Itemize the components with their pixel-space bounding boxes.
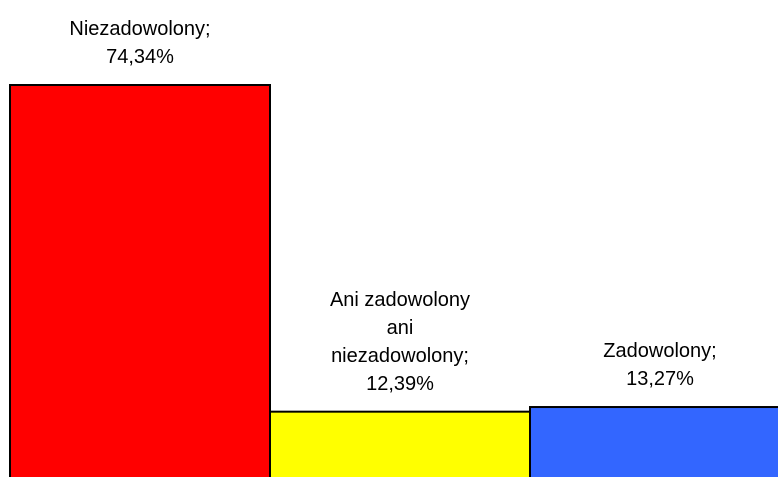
bar	[9, 84, 271, 477]
bar	[269, 410, 531, 477]
bar	[529, 406, 778, 477]
data-label: Niezadowolony; 74,34%	[69, 18, 211, 68]
data-label: Ani zadowolony ani niezadowolony; 12,39%	[329, 288, 471, 395]
data-label: Zadowolony; 13,27%	[603, 340, 717, 391]
